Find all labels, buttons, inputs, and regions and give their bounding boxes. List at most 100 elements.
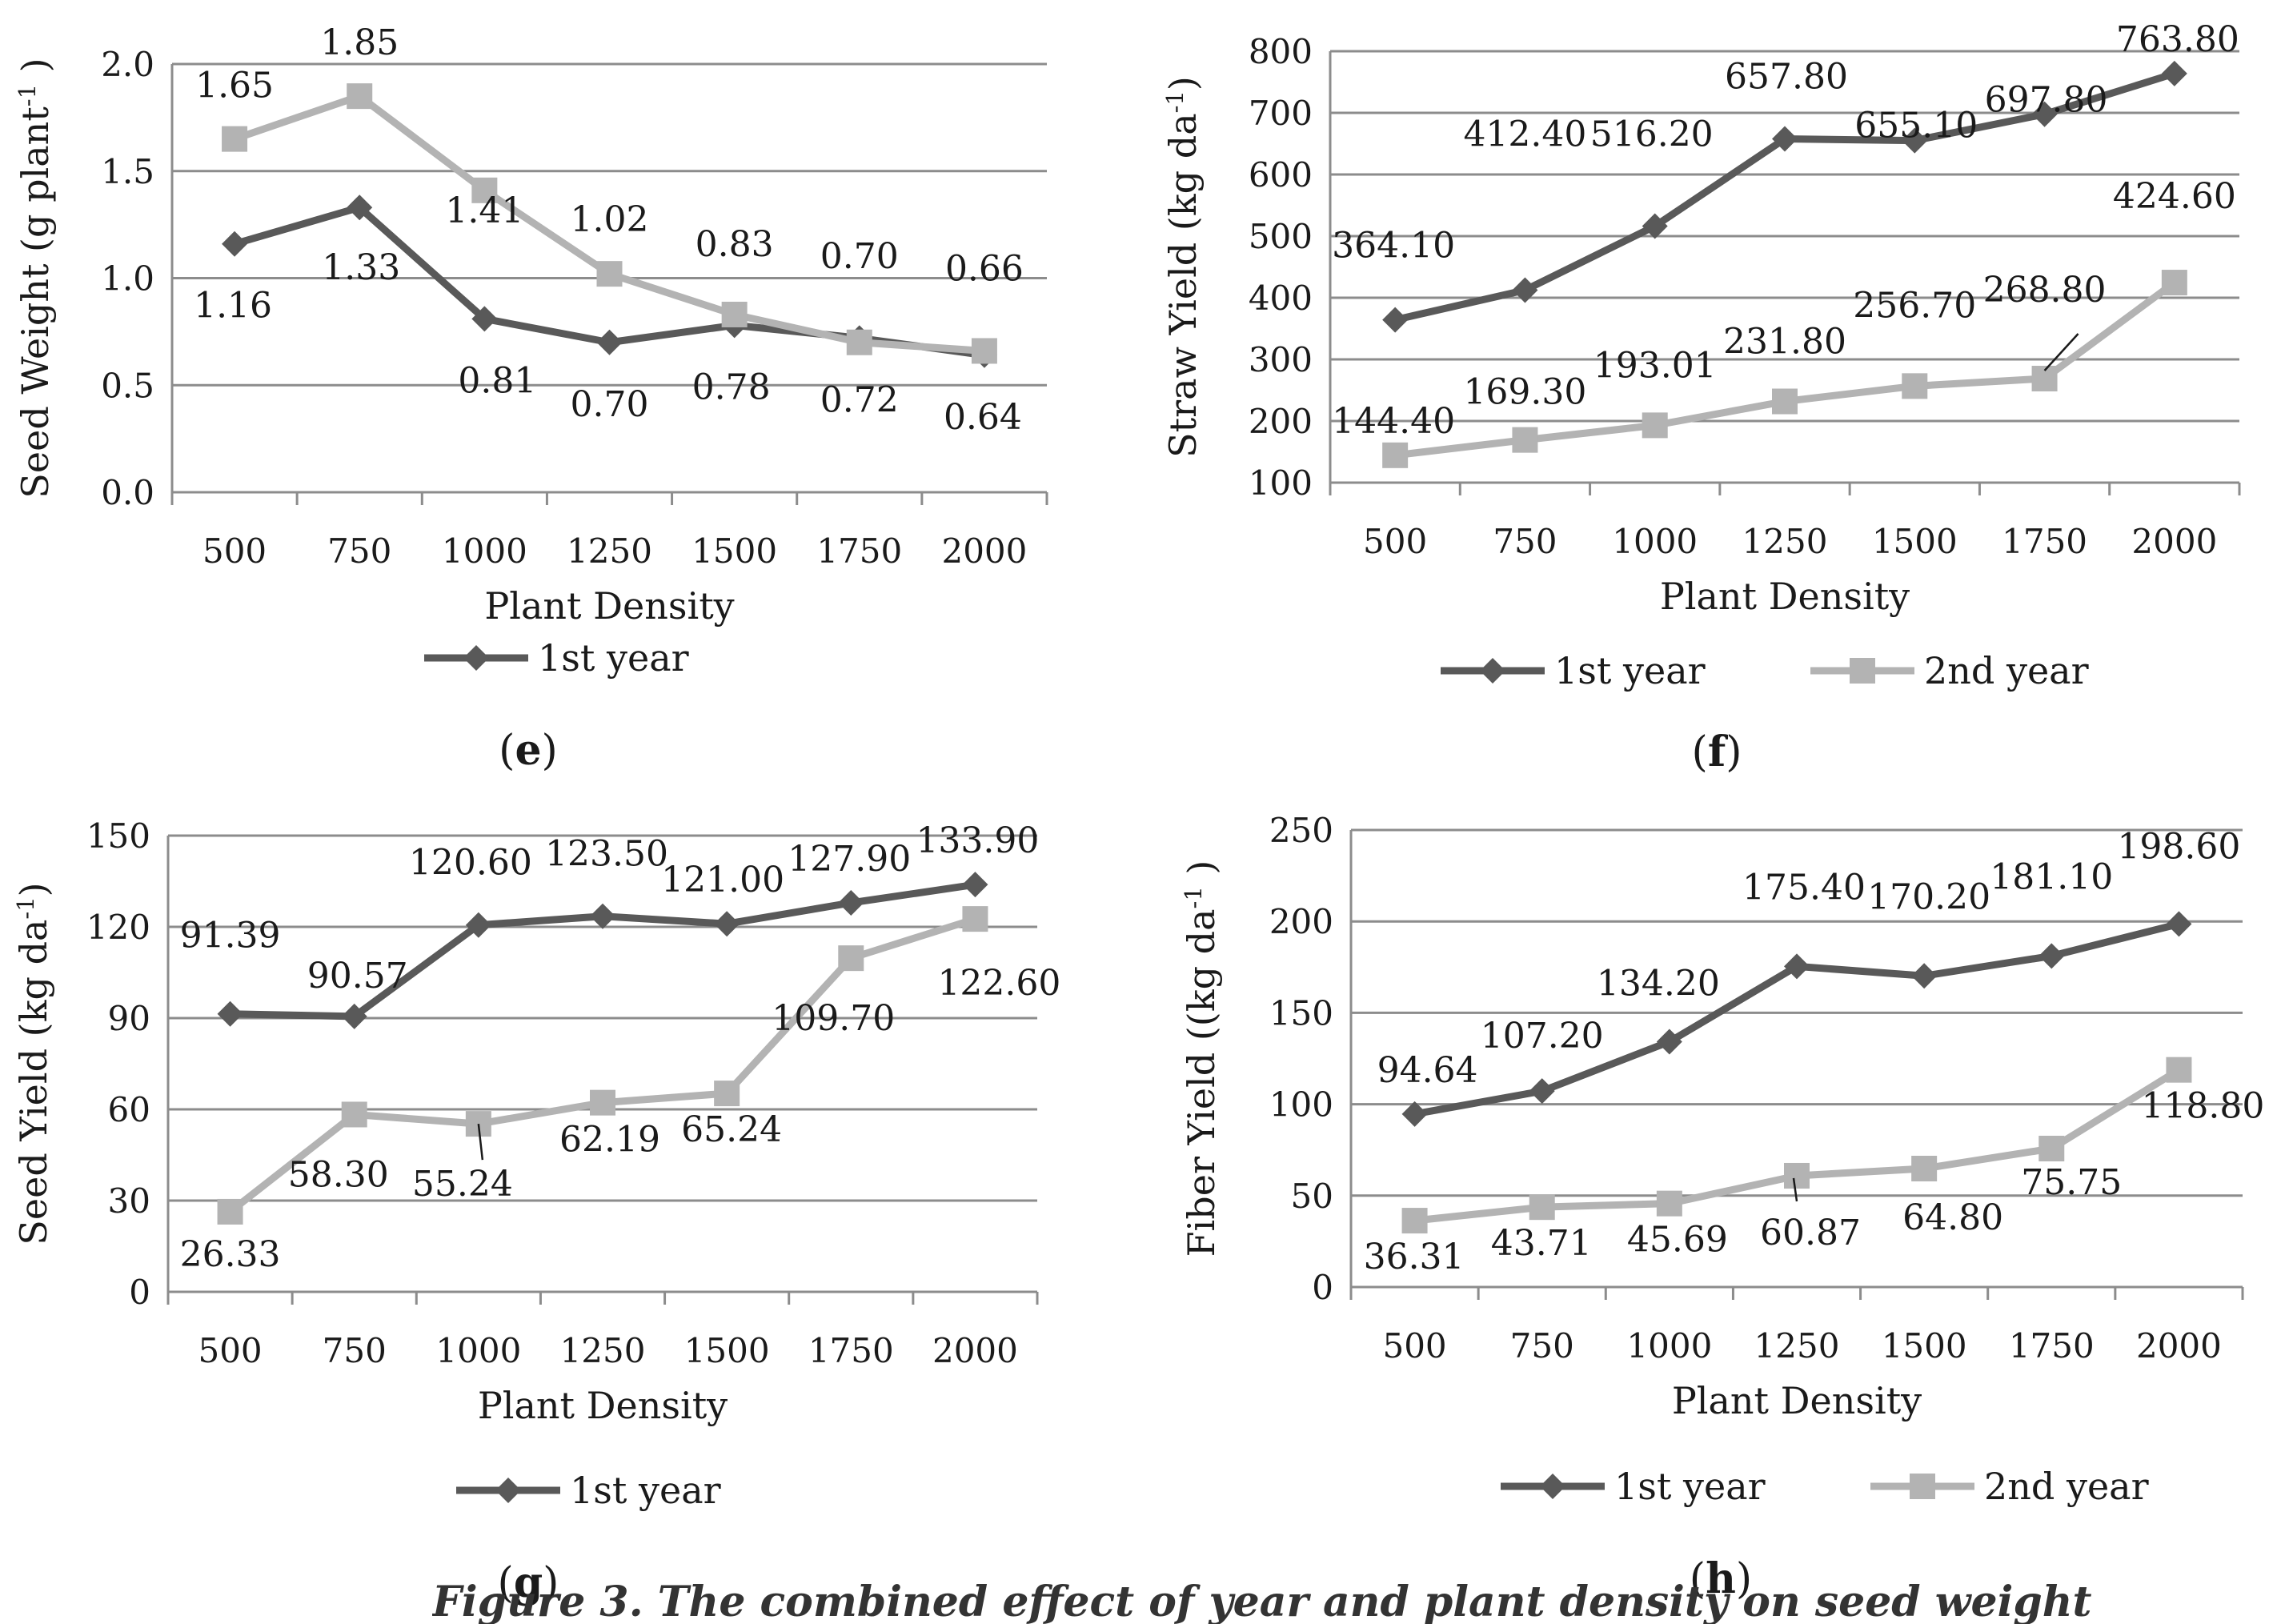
figure-caption: Figure 3. The combined effect of year an… bbox=[432, 1581, 2092, 1624]
data-point-first-year bbox=[1911, 963, 1938, 989]
data-label-second-year: 0.66 bbox=[945, 248, 1024, 289]
data-point-first-year bbox=[1656, 1029, 1682, 1055]
y-tick-label: 200 bbox=[1269, 902, 1333, 941]
y-tick-label: 0 bbox=[1312, 1268, 1333, 1307]
data-label-first-year: 107.20 bbox=[1481, 1016, 1604, 1057]
data-label-first-year: 134.20 bbox=[1597, 963, 1720, 1004]
data-point-second-year bbox=[1911, 1155, 1938, 1181]
y-tick-label: 300 bbox=[1249, 340, 1313, 379]
data-label-first-year: 91.39 bbox=[180, 916, 281, 956]
data-point-first-year bbox=[962, 872, 988, 898]
data-point-first-year bbox=[471, 306, 498, 332]
data-point-first-year bbox=[714, 911, 740, 937]
legend-label-first-year: 1st year bbox=[538, 636, 689, 680]
data-point-first-year bbox=[2038, 943, 2065, 969]
y-tick-label: 150 bbox=[1269, 993, 1333, 1033]
x-tick-label: 2000 bbox=[2136, 1326, 2222, 1365]
data-label-second-year: 45.69 bbox=[1627, 1220, 1728, 1261]
data-label-first-year: 181.10 bbox=[1990, 856, 2113, 897]
data-point-first-year bbox=[596, 329, 623, 355]
chart-panel-h: 0 50 100 150 200 250 500 750 1000 1250 1500 1750 200… bbox=[1180, 811, 2264, 1603]
legend-label-second-year: 2nd year bbox=[1924, 649, 2089, 692]
data-label-first-year: 198.60 bbox=[2117, 826, 2240, 867]
y-tick-label: 100 bbox=[1269, 1085, 1333, 1125]
chart-panel-e: 0.0 0.5 1.0 1.5 2.0 500 750 1000 1250 1500 1750 200… bbox=[14, 22, 1048, 775]
data-point-first-year bbox=[1642, 213, 1668, 239]
data-point-second-year bbox=[714, 1081, 740, 1107]
label-leader-line bbox=[2043, 333, 2079, 371]
x-tick-label: 750 bbox=[1493, 522, 1557, 561]
data-point-first-year bbox=[1784, 953, 1810, 980]
y-tick-label: 1.0 bbox=[101, 259, 154, 299]
data-point-first-year bbox=[1529, 1078, 1555, 1105]
y-tick-label: 800 bbox=[1249, 32, 1313, 71]
x-tick-label: 1750 bbox=[2009, 1326, 2095, 1365]
legend-label-first-year: 1st year bbox=[1614, 1465, 1766, 1508]
y-tick-label: 1.5 bbox=[101, 152, 154, 191]
data-label-second-year: 1.65 bbox=[195, 66, 274, 106]
data-point-first-year bbox=[838, 889, 864, 916]
data-label-second-year: 60.87 bbox=[1760, 1213, 1861, 1253]
x-tick-label: 1750 bbox=[816, 531, 902, 571]
data-point-first-year bbox=[341, 1003, 367, 1029]
data-point-second-year bbox=[1902, 373, 1928, 399]
data-point-second-year bbox=[2161, 270, 2187, 296]
legend-marker-first-year bbox=[1480, 658, 1505, 684]
y-tick-label: 400 bbox=[1249, 279, 1313, 318]
data-point-second-year bbox=[341, 1101, 367, 1128]
data-point-second-year bbox=[1382, 442, 1409, 468]
data-label-second-year: 75.75 bbox=[2021, 1162, 2122, 1203]
x-tick-label: 1000 bbox=[1612, 522, 1698, 561]
data-label-second-year: 58.30 bbox=[288, 1154, 389, 1195]
data-label-first-year: 1.33 bbox=[322, 247, 400, 288]
x-tick-label: 1250 bbox=[1742, 522, 1828, 561]
data-point-second-year bbox=[1784, 1162, 1810, 1189]
label-leader-line bbox=[1792, 1177, 1798, 1202]
data-point-second-year bbox=[347, 83, 373, 110]
chart-panel-f: 100 200 300 400 500 600 700 800 500 750 1000 1250 15… bbox=[1161, 19, 2241, 776]
panel-label-f: (f) bbox=[1692, 728, 1742, 776]
data-label-first-year: 763.80 bbox=[2116, 19, 2239, 60]
data-point-first-year bbox=[2166, 911, 2192, 937]
x-axis-title: Plant Density bbox=[484, 584, 734, 628]
x-tick-label: 1250 bbox=[1754, 1326, 1840, 1365]
y-tick-label: 100 bbox=[1249, 463, 1313, 503]
data-point-second-year bbox=[596, 261, 623, 287]
data-label-second-year: 65.24 bbox=[681, 1109, 782, 1150]
data-label-first-year: 90.57 bbox=[307, 956, 408, 996]
x-tick-label: 500 bbox=[1363, 522, 1427, 561]
y-tick-label: 500 bbox=[1249, 217, 1313, 256]
data-point-second-year bbox=[2166, 1057, 2192, 1083]
x-tick-label: 750 bbox=[1510, 1326, 1574, 1365]
x-tick-label: 500 bbox=[1382, 1326, 1446, 1365]
legend-marker-first-year bbox=[1540, 1474, 1565, 1499]
data-point-first-year bbox=[1401, 1101, 1428, 1127]
x-tick-label: 2000 bbox=[941, 531, 1027, 571]
y-tick-label: 50 bbox=[1291, 1177, 1333, 1216]
data-label-first-year: 0.64 bbox=[944, 397, 1022, 438]
x-tick-label: 1000 bbox=[442, 531, 527, 571]
data-point-second-year bbox=[1772, 388, 1798, 415]
data-label-second-year: 231.80 bbox=[1723, 322, 1846, 363]
legend-label-second-year: 2nd year bbox=[1984, 1465, 2149, 1508]
x-tick-label: 1250 bbox=[567, 531, 652, 571]
data-point-first-year bbox=[590, 903, 615, 929]
panel-label-g: (g) bbox=[498, 1558, 559, 1607]
legend-marker-first-year bbox=[495, 1478, 521, 1503]
x-axis-title: Plant Density bbox=[1672, 1379, 1922, 1422]
data-label-first-year: 1.16 bbox=[194, 286, 272, 327]
data-point-second-year bbox=[590, 1089, 615, 1116]
x-tick-label: 1750 bbox=[808, 1331, 894, 1370]
y-tick-label: 200 bbox=[1249, 402, 1313, 441]
x-tick-label: 1000 bbox=[1626, 1326, 1712, 1365]
data-point-first-year bbox=[1902, 127, 1928, 154]
data-point-second-year bbox=[1401, 1208, 1428, 1234]
data-label-second-year: 144.40 bbox=[1332, 401, 1455, 442]
legend-marker-first-year bbox=[463, 645, 489, 671]
data-label-second-year: 118.80 bbox=[2141, 1086, 2264, 1127]
y-tick-label: 700 bbox=[1249, 94, 1313, 133]
y-tick-label: 60 bbox=[108, 1090, 150, 1129]
data-point-second-year bbox=[1642, 412, 1668, 439]
data-label-first-year: 94.64 bbox=[1377, 1050, 1478, 1091]
data-label-first-year: 0.72 bbox=[820, 379, 899, 420]
